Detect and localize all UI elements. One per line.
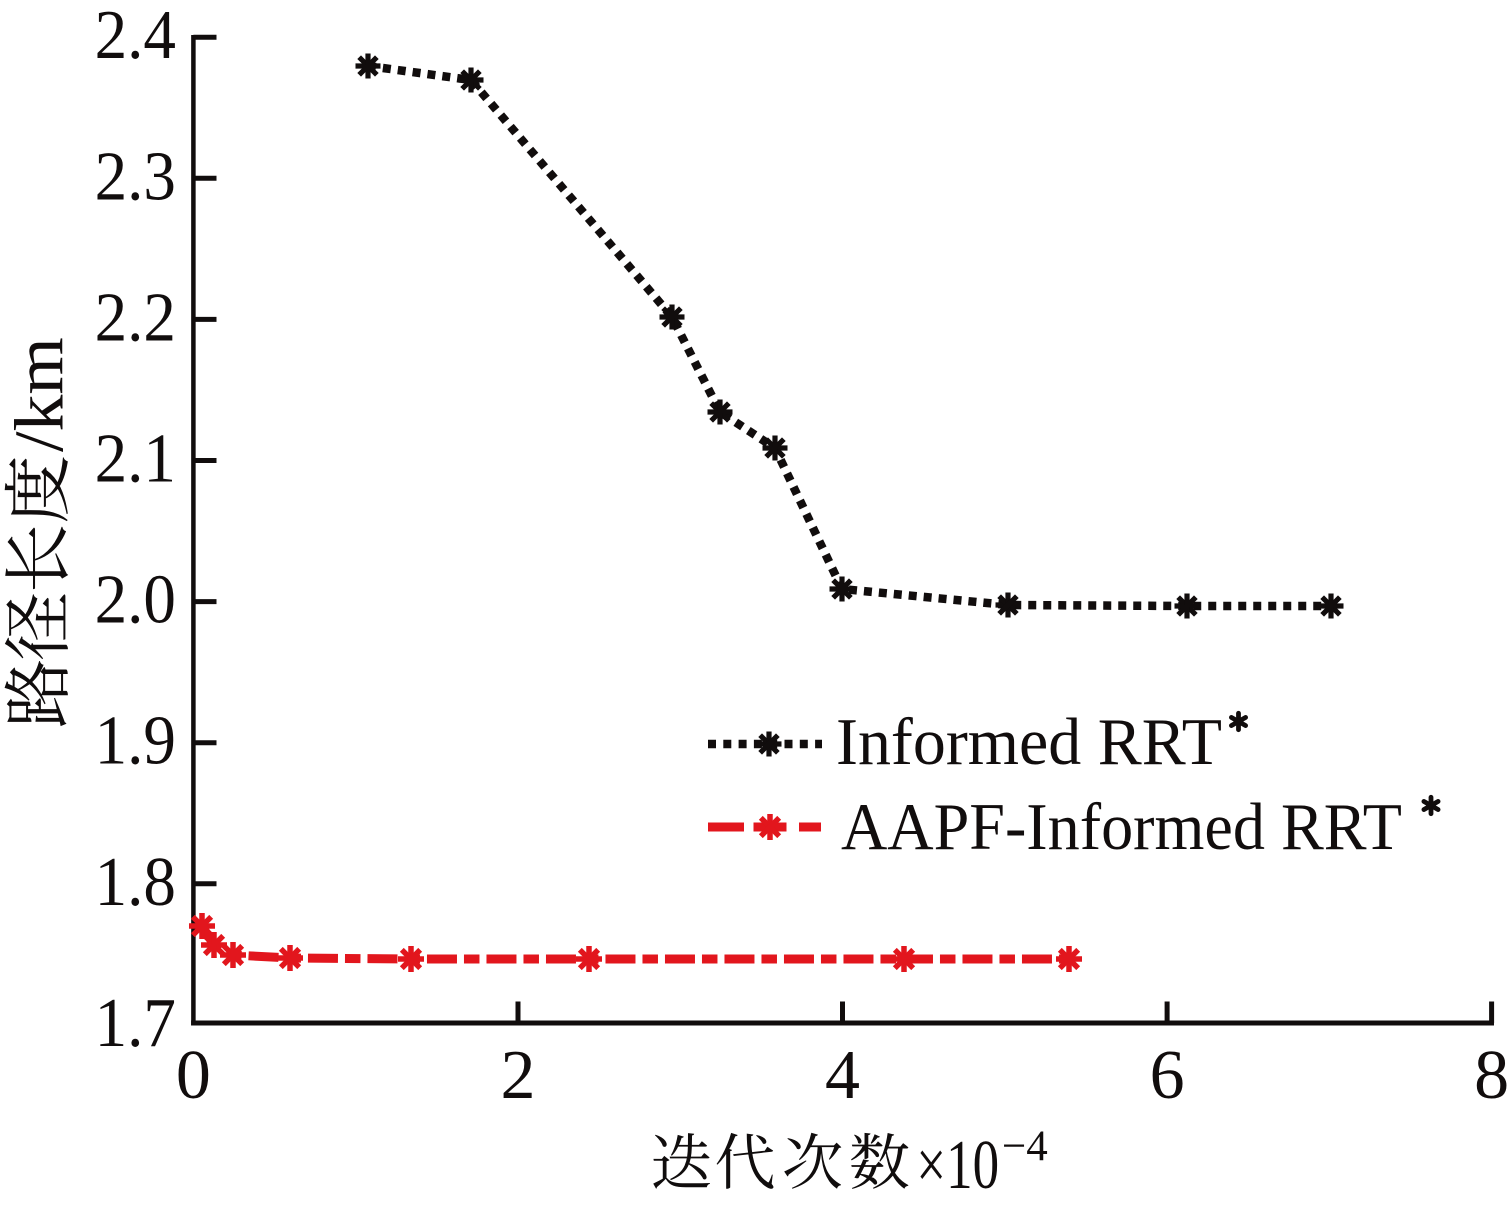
svg-text:×10: ×10	[916, 1127, 999, 1204]
svg-text:2.2: 2.2	[95, 278, 176, 356]
svg-text:1.7: 1.7	[95, 984, 176, 1062]
svg-text:0: 0	[176, 1037, 211, 1114]
svg-text:2.1: 2.1	[95, 419, 176, 497]
svg-text:AAPF-Informed RRT: AAPF-Informed RRT	[841, 791, 1402, 865]
svg-text:/km: /km	[0, 337, 78, 452]
svg-text:1.9: 1.9	[95, 702, 176, 780]
svg-text:8: 8	[1474, 1037, 1508, 1114]
svg-text:4: 4	[825, 1037, 860, 1114]
svg-text:2: 2	[501, 1037, 536, 1114]
svg-text:6: 6	[1150, 1037, 1185, 1114]
svg-text:2.0: 2.0	[95, 560, 176, 638]
svg-text:1.8: 1.8	[95, 843, 176, 921]
svg-text:Informed RRT: Informed RRT	[836, 706, 1222, 780]
svg-text:2.4: 2.4	[95, 0, 176, 74]
svg-text:−4: −4	[1002, 1123, 1048, 1170]
svg-text:2.3: 2.3	[95, 137, 176, 215]
